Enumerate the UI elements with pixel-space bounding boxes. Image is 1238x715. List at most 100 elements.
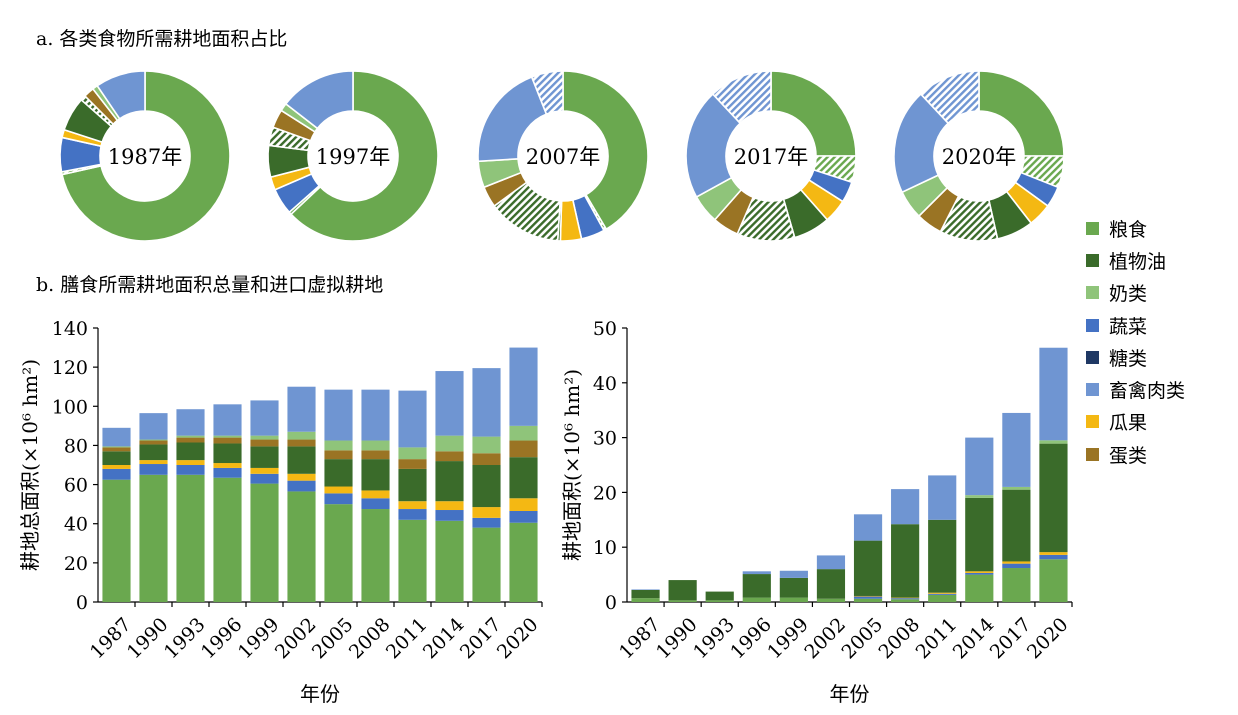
bar-segment-veg-oil [705,591,734,601]
panel-a-title: a. 各类食物所需耕地面积占比 [36,28,288,50]
bar-segment-vegetables [139,464,168,475]
bar-segment-dairy [361,440,390,451]
bar-segment-dairy [139,439,168,441]
x-tick-label: 1993 [160,614,210,664]
bar-segment-grain [1039,559,1068,602]
x-tick-label: 1993 [689,614,739,664]
bar-segment-eggs [509,440,538,458]
bar-segment-vegetables [361,498,390,510]
bar-segment-eggs [213,437,242,444]
bar-segment-meat [1002,412,1031,487]
bar-segment-grain [398,519,427,602]
x-tick-label: 2014 [949,614,999,664]
x-tick-label: 2005 [308,614,358,664]
bar-segment-dairy [250,435,279,440]
bar-segment-eggs [361,450,390,460]
legend: 粮食 植物油 奶类 蔬菜 糖类 畜禽肉类 瓜果 蛋类 [1086,212,1185,470]
bar-segment-vegetables [213,467,242,478]
bar-segment-meat [509,347,538,426]
y-tick-label: 100 [52,396,88,418]
bar-segment-eggs [102,447,131,452]
legend-swatch [1086,286,1099,300]
legend-label: 糖类 [1109,347,1148,370]
bar-segment-meat [250,400,279,436]
bar-segment-grain [668,600,697,602]
bar-segment-dairy [324,440,353,451]
legend-swatch [1086,221,1099,235]
x-tick-label: 2011 [382,614,432,664]
legend-item-grain: 粮食 [1086,212,1185,244]
bar-segment-veg-oil [435,461,464,502]
bar-segment-vegetables [250,473,279,484]
bar-segment-eggs [139,440,168,445]
bar-segment-dairy [1002,486,1031,490]
bar-segment-veg-oil [398,468,427,502]
donut-1987: 1987年 [59,70,231,242]
x-tick-label: 2008 [875,614,925,664]
bar-segment-dairy [472,436,501,454]
bar-segment-fruit [213,463,242,468]
bar-segment-eggs [398,459,427,469]
bar-segment-vegetables [1039,554,1068,560]
bar-segment-fruit [398,501,427,510]
x-tick-label: 1999 [234,614,284,664]
bar-segment-grain [509,522,538,602]
bar-segment-eggs [435,451,464,462]
bar-segment-dairy [398,447,427,460]
donut-segment-grain [562,70,649,231]
bar-segment-dairy [213,435,242,438]
x-tick-label: 1990 [652,614,702,664]
x-tick-label: 1990 [123,614,173,664]
donut-center-label: 2007年 [526,145,600,169]
bar-segment-vegetables [102,468,131,480]
bar-segment-veg-oil [361,459,390,491]
donut-segment-grain [770,70,857,157]
y-tick-label: 80 [64,435,88,457]
bar-segment-veg-oil [250,446,279,468]
bar-segment-grain [324,504,353,602]
y-tick-label: 60 [64,475,88,497]
donut-segment-meat [284,70,354,130]
legend-item-meat: 畜禽肉类 [1086,373,1185,405]
bar-segment-fruit [287,473,316,481]
donut-center-label: 1987年 [108,145,182,169]
donut-center-label: 1997年 [316,145,390,169]
bar-segment-veg-oil [779,577,808,598]
bar-segment-meat [287,386,316,432]
bar-chart-total: 0204060801001201401987199019931996199920… [18,318,543,706]
y-tick-label: 20 [64,553,88,575]
x-tick-label: 2017 [986,614,1036,664]
bar-segment-meat [102,427,131,447]
legend-swatch [1086,383,1099,397]
bar-segment-meat [631,589,660,590]
y-tick-label: 40 [593,373,617,395]
bar-segment-dairy [509,425,538,441]
bar-segment-fruit [250,467,279,474]
bar-segment-meat [928,475,957,520]
donut-2007: 2007年 [477,70,649,242]
bar-segment-veg-oil [1002,489,1031,562]
legend-item-vegetables: 蔬菜 [1086,309,1185,341]
bar-segment-veg-oil [102,451,131,465]
bar-segment-veg-oil [213,443,242,464]
bar-segment-fruit [1039,552,1068,555]
bar-segment-meat [398,390,427,448]
bar-segment-grain [816,598,846,602]
bar-segment-grain [891,599,920,602]
x-tick-label: 2002 [271,614,321,664]
bar-segment-veg-oil [287,446,316,474]
bar-segment-grain [287,491,316,602]
y-tick-label: 0 [605,592,617,614]
bar-segment-grain [965,574,994,602]
bar-segment-meat [361,389,390,441]
bar-segment-grain [1002,568,1031,602]
bar-segment-grain [435,520,464,602]
bar-segment-vegetables [472,517,501,528]
bar-segment-vegetables [324,493,353,505]
bar-segment-fruit [139,460,168,465]
y-axis-title: 耕地总面积(×10⁶ hm²) [18,359,42,571]
legend-label: 畜禽肉类 [1109,380,1186,403]
bar-segment-fruit [509,498,538,511]
x-tick-label: 1999 [763,614,813,664]
bar-segment-eggs [250,439,279,447]
